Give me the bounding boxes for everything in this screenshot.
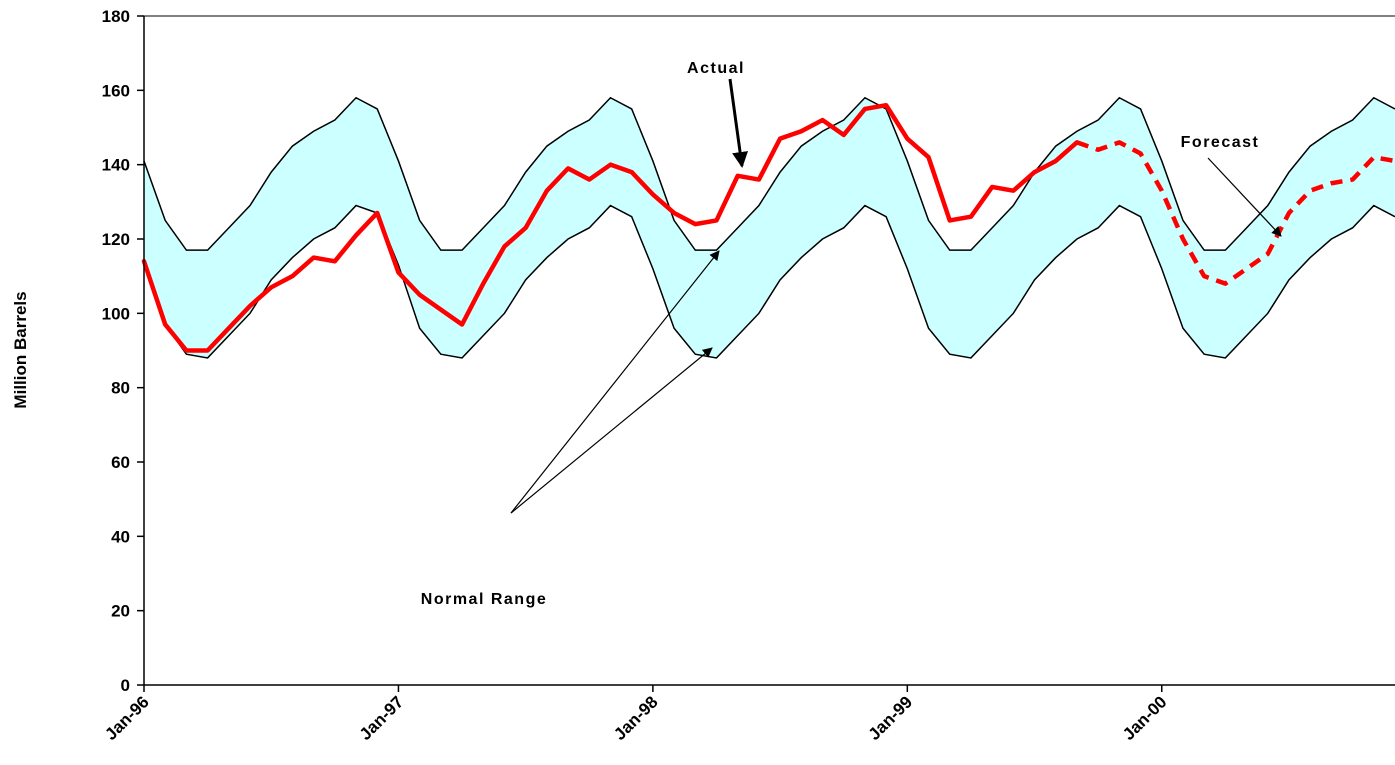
- annotation-forecast: Forecast: [1181, 134, 1260, 151]
- y-tick-label: 0: [121, 676, 130, 695]
- y-tick-label: 80: [111, 379, 130, 398]
- series-layer: [141, 102, 1395, 353]
- y-tick-label: 160: [102, 81, 130, 100]
- y-tick-label: 140: [102, 156, 130, 175]
- x-tick-label: Jan-97: [356, 692, 408, 744]
- annotation-actual-arrow: [728, 78, 749, 168]
- normal-range-band: [143, 96, 1395, 359]
- x-tick-label: Jan-96: [101, 692, 153, 744]
- forecast-series-line: [1076, 140, 1395, 286]
- x-tick-label: Jan-99: [865, 692, 917, 744]
- y-axis-ticks: 0 20 40 60 80 100 120 140 160 180: [102, 7, 144, 695]
- y-tick-label: 20: [111, 602, 130, 621]
- normal-range-upper-line: [143, 96, 1395, 251]
- x-axis-ticks: Jan-96 Jan-97 Jan-98 Jan-99 Jan-00: [101, 685, 1171, 744]
- y-axis-label: Million Barrels: [11, 291, 30, 408]
- normal-range-lower-line: [143, 204, 1395, 359]
- y-tick-label: 60: [111, 453, 130, 472]
- annotation-forecast-arrow: [1207, 157, 1282, 237]
- actual-series-line: [141, 102, 1080, 353]
- x-tick-label: Jan-00: [1119, 692, 1171, 744]
- normal-range-fill: [144, 97, 1395, 358]
- y-tick-label: 40: [111, 527, 130, 546]
- annotation-normal-range: Normal Range: [421, 591, 547, 608]
- annotation-normal-range-arrow-upper: [510, 250, 720, 514]
- x-tick-label: Jan-98: [610, 692, 662, 744]
- y-tick-label: 100: [102, 304, 130, 323]
- y-tick-label: 180: [102, 7, 130, 26]
- annotation-normal-range-arrow-lower: [510, 347, 713, 514]
- annotation-actual: Actual: [687, 60, 745, 77]
- y-tick-label: 120: [102, 230, 130, 249]
